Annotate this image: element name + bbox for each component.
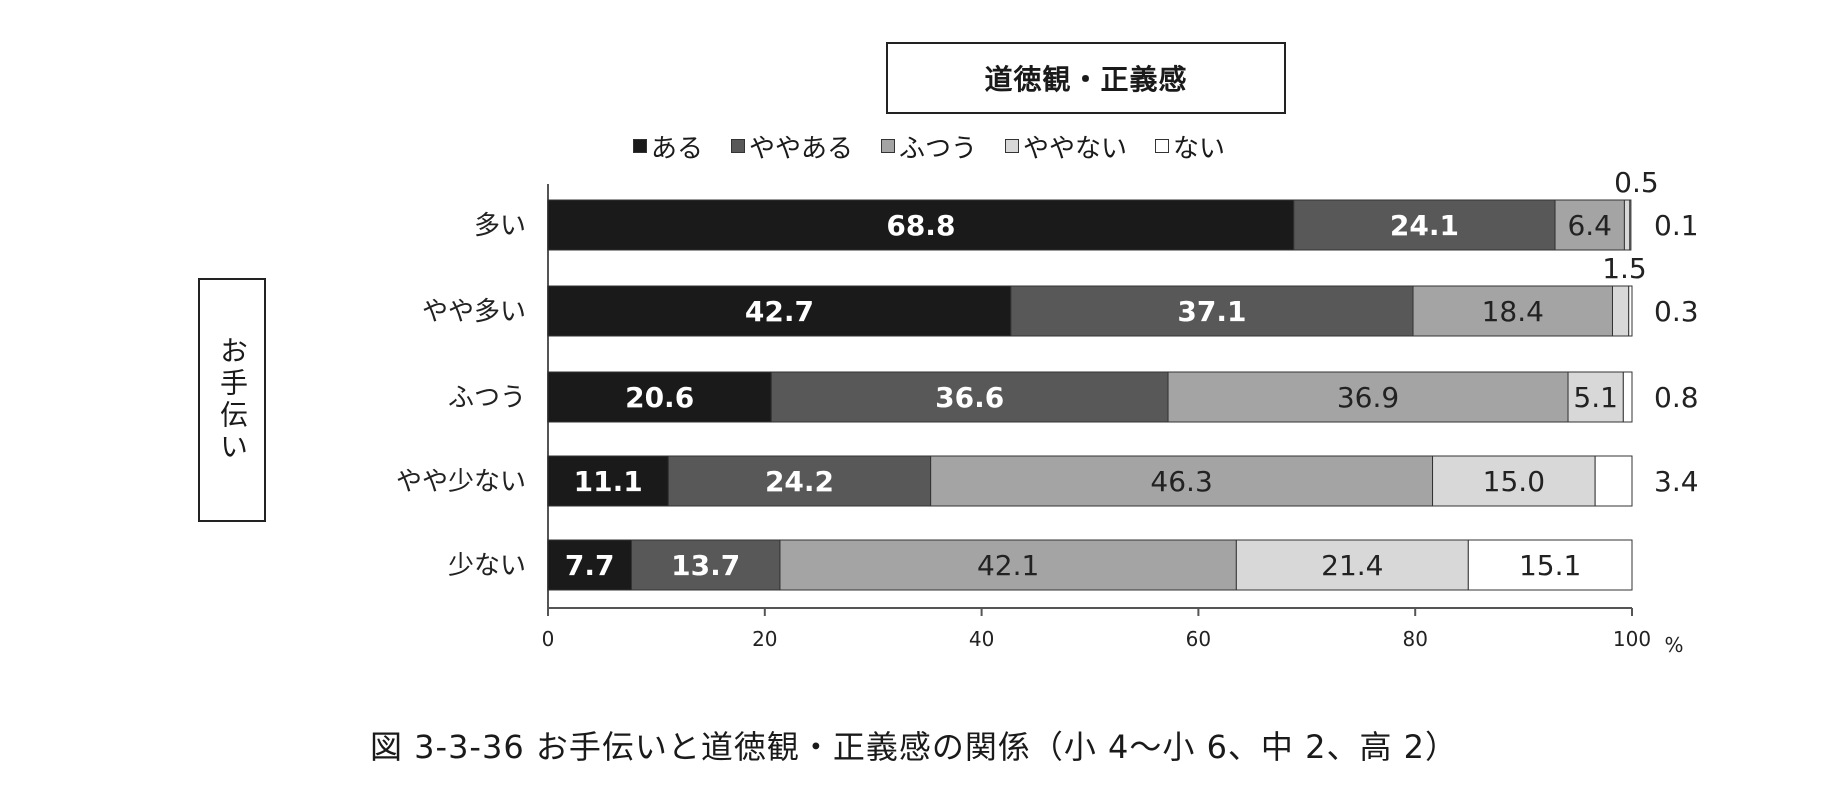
- x-tick-label-60: 60: [1186, 627, 1211, 651]
- data-label-2-2: 36.9: [1337, 381, 1399, 414]
- legend-item-aru: ある: [632, 128, 703, 165]
- data-label-3-4: 3.4: [1654, 465, 1699, 498]
- x-tick-label-40: 40: [969, 627, 994, 651]
- data-label-0-0: 68.8: [886, 209, 955, 242]
- data-label-2-3: 5.1: [1573, 381, 1618, 414]
- bar-0-1: [1293, 199, 1556, 251]
- data-label-4-0: 7.7: [565, 549, 615, 582]
- data-label-1-2: 18.4: [1482, 295, 1544, 328]
- legend-swatch-nai: [1155, 139, 1170, 153]
- legend-swatch-yaya-nai: [1005, 139, 1019, 153]
- bar-0-0: [547, 199, 1295, 251]
- data-label-3-3: 15.0: [1483, 465, 1545, 498]
- bar-3-3: [1432, 455, 1596, 507]
- figure-caption: 図 3-3-36 お手伝いと道徳観・正義感の関係（小 4〜小 6、中 2、高 2…: [369, 728, 1458, 766]
- data-label-1-3: 1.5: [1602, 252, 1647, 285]
- data-label-3-0: 11.1: [574, 465, 643, 498]
- data-label-4-3: 21.4: [1321, 549, 1383, 582]
- bar-2-2: [1167, 371, 1569, 423]
- bar-1-3: [1611, 285, 1630, 337]
- category-label-4: 少ない: [448, 551, 526, 581]
- data-label-1-1: 37.1: [1177, 295, 1246, 328]
- category-label-0: 多い: [474, 211, 526, 241]
- stacked-bar-chart: 0 20 40 60 80 100 % 多い 68.8 24.1 6.4 0.1 0.5 やや多い 42.7…: [396, 166, 1699, 657]
- bar-0-4: [1629, 199, 1632, 251]
- category-label-3: やや少ない: [396, 467, 526, 497]
- x-unit-label: %: [1664, 633, 1683, 657]
- category-label-1: やや多い: [422, 297, 526, 327]
- bar-0-2: [1554, 199, 1625, 251]
- bar-2-4: [1622, 371, 1633, 423]
- bar-4-4: [1467, 539, 1633, 591]
- bar-1-0: [547, 285, 1012, 337]
- bar-3-1: [667, 455, 932, 507]
- x-tick-label-80: 80: [1402, 627, 1427, 651]
- bar-1-1: [1010, 285, 1414, 337]
- x-tick-label-20: 20: [752, 627, 777, 651]
- side-label: お手伝い: [198, 278, 266, 522]
- bar-4-1: [630, 539, 781, 591]
- legend: ある ややある ふつう ややない ない: [0, 126, 1828, 166]
- bar-4-3: [1235, 539, 1469, 591]
- data-label-3-2: 46.3: [1150, 465, 1212, 498]
- data-label-4-1: 13.7: [671, 549, 740, 582]
- data-label-4-2: 42.1: [977, 549, 1039, 582]
- legend-label-aru: ある: [650, 133, 703, 164]
- data-label-2-1: 36.6: [935, 381, 1004, 414]
- bar-2-1: [770, 371, 1169, 423]
- legend-item-yaya-nai: ややない: [1005, 128, 1127, 165]
- bar-0-3: [1623, 199, 1631, 251]
- legend-label-yaya-nai: ややない: [1023, 133, 1128, 164]
- legend-item-futsuu: ふつう: [880, 128, 977, 165]
- legend-swatch-yaya-aru: [730, 139, 745, 153]
- data-label-0-2: 6.4: [1567, 209, 1612, 242]
- legend-swatch-aru: [632, 139, 647, 153]
- bar-2-3: [1567, 371, 1624, 423]
- bar-1-2: [1412, 285, 1613, 337]
- category-label-2: ふつう: [448, 383, 526, 413]
- x-tick-label-0: 0: [542, 627, 555, 651]
- data-label-0-1: 24.1: [1390, 209, 1459, 242]
- chart-title: 道徳観・正義感: [886, 42, 1286, 114]
- legend-item-nai: ない: [1155, 128, 1225, 165]
- legend-label-nai: ない: [1173, 133, 1226, 164]
- data-label-1-0: 42.7: [745, 295, 814, 328]
- x-tick-label-100: 100: [1613, 627, 1651, 651]
- data-label-2-0: 20.6: [625, 381, 694, 414]
- bar-3-2: [930, 455, 1434, 507]
- data-label-0-4: 0.1: [1654, 209, 1699, 242]
- legend-swatch-futsuu: [880, 139, 895, 153]
- data-label-3-1: 24.2: [765, 465, 834, 498]
- legend-item-yaya-aru: ややある: [730, 128, 853, 165]
- legend-label-yaya-aru: ややある: [748, 133, 853, 164]
- bar-2-0: [547, 371, 772, 423]
- bar-3-4: [1594, 455, 1633, 507]
- bar-1-4: [1628, 285, 1633, 337]
- data-label-1-4: 0.3: [1654, 295, 1699, 328]
- data-label-4-4: 15.1: [1519, 549, 1581, 582]
- data-label-2-4: 0.8: [1654, 381, 1699, 414]
- data-label-0-3: 0.5: [1614, 166, 1659, 199]
- legend-label-futsuu: ふつう: [898, 133, 977, 164]
